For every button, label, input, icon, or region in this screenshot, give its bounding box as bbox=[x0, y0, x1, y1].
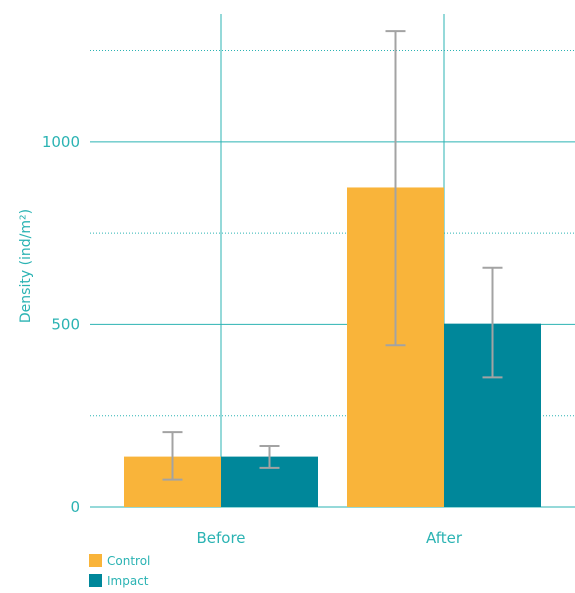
y-axis-label: Density (ind/m²) bbox=[18, 209, 34, 323]
error-bar-control-after bbox=[385, 30, 406, 347]
error-bar-impact-before bbox=[259, 445, 280, 469]
x-tick-label: Before bbox=[196, 529, 245, 547]
y-tick-label: 1000 bbox=[42, 133, 80, 151]
error-bar-control-before bbox=[162, 431, 183, 481]
legend-swatch-impact bbox=[89, 574, 102, 587]
legend-label-control: Control bbox=[107, 554, 150, 568]
error-bars-layer bbox=[162, 30, 503, 481]
axes-layer: 0 500 1000 Before After bbox=[42, 133, 463, 547]
bars-layer bbox=[124, 187, 541, 508]
legend-label-impact: Impact bbox=[107, 574, 149, 588]
error-bar-impact-after bbox=[482, 266, 503, 379]
x-tick-label: After bbox=[426, 529, 463, 547]
legend-swatch-control bbox=[89, 554, 102, 567]
y-tick-label: 0 bbox=[70, 498, 80, 516]
legend: Control Impact bbox=[89, 554, 150, 588]
y-tick-label: 500 bbox=[51, 315, 80, 333]
